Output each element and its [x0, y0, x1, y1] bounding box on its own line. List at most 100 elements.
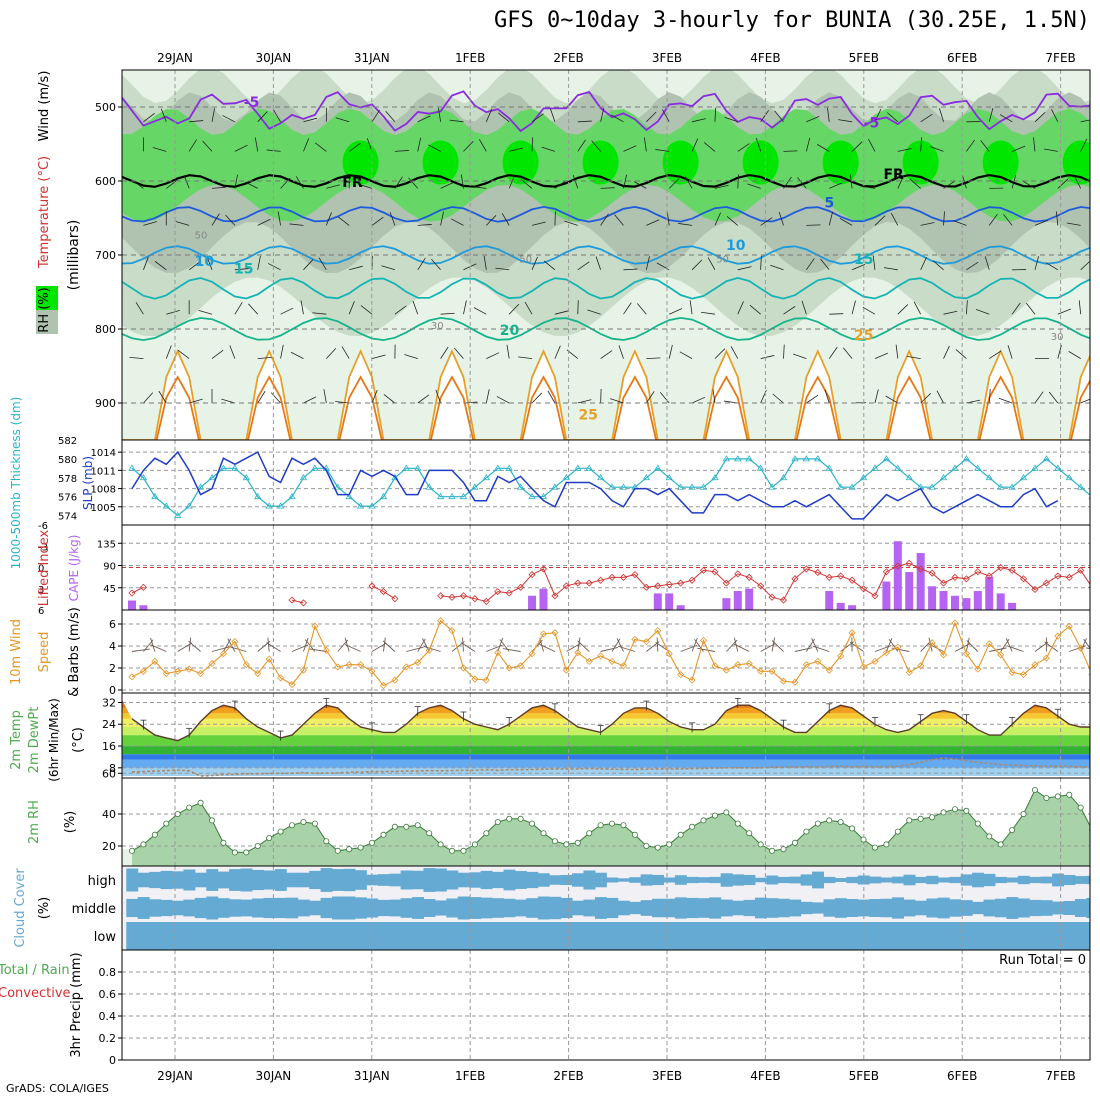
cloud-level-label: high [88, 874, 116, 889]
rh-point [586, 830, 593, 837]
rh-label: 50 [716, 254, 729, 265]
cloud-level-label: middle [72, 902, 116, 917]
wind-speed-point [551, 629, 559, 637]
wind-barb [895, 344, 899, 359]
lifted-index-point [585, 579, 593, 587]
rh-point [643, 843, 650, 850]
thickness-point [391, 474, 399, 481]
wind-barb [691, 259, 703, 271]
cloud-cell [640, 900, 653, 916]
cape-bar [973, 591, 982, 610]
wind-barb [1055, 211, 1059, 226]
wind-barb [737, 301, 744, 315]
rh-core [902, 140, 939, 185]
wind-barb [806, 394, 819, 404]
cloud-cell [343, 896, 356, 920]
cloud-cell [800, 922, 813, 950]
thickness-point [585, 464, 593, 471]
wind-barb [486, 215, 497, 226]
cloud-cell [492, 922, 504, 950]
rh-point [757, 841, 764, 848]
wind-barb [600, 187, 615, 189]
cloud-cell [286, 897, 299, 919]
cloud-cell [869, 899, 882, 917]
cape-bar [916, 553, 925, 610]
wind-barb [1051, 109, 1059, 122]
rh-point [1054, 793, 1061, 800]
wind-speed-point [619, 662, 628, 670]
wind-barb [531, 256, 538, 270]
wind-speed-point [1077, 644, 1085, 652]
rh-point [837, 819, 844, 826]
temp-tick-label: 16 [102, 740, 116, 753]
wind-barb [851, 300, 856, 315]
rh-point [929, 814, 936, 821]
isotherm-label: 15 [234, 262, 253, 278]
cape-bar [939, 591, 948, 610]
surface-wind-barb [383, 637, 386, 652]
temp-tick-label: 24 [102, 718, 116, 731]
wind-barb [303, 138, 310, 152]
wind-barb [404, 354, 418, 359]
cape-panel [122, 525, 1090, 610]
wind-barb [417, 137, 422, 152]
surface-wind-barb [502, 648, 521, 652]
thickness-point [871, 464, 879, 471]
cloud-cell [503, 869, 516, 891]
rh-point [677, 831, 684, 838]
wind-barb [234, 174, 238, 189]
surface-wind-barb [150, 637, 156, 652]
thickness-point [1031, 464, 1039, 471]
temp-panel [122, 693, 1090, 778]
cloud-cell [800, 874, 813, 886]
wind-barb [531, 392, 543, 404]
cloud-level-label: low [94, 930, 117, 945]
cape-bar [1008, 602, 1017, 610]
thickness-point [574, 464, 582, 471]
cloud-cell [126, 898, 139, 918]
cloud-cell [526, 898, 539, 918]
wind-speed-point [608, 657, 616, 665]
cape-bar [893, 541, 902, 610]
wind-barb [988, 108, 994, 122]
cloud-cell [572, 900, 584, 916]
rh-point [151, 831, 158, 838]
lifted-index-point [631, 571, 639, 579]
wind-speed-point [905, 668, 913, 676]
cloud-cell [709, 922, 722, 950]
wind-barb [417, 115, 431, 123]
isotherm-label: 10 [195, 254, 215, 270]
wind-barb [1066, 222, 1081, 226]
cape-bar [676, 605, 685, 610]
wind-barb [714, 184, 729, 189]
thickness-point [905, 474, 913, 481]
cloud-cell [309, 900, 322, 916]
thickness-point [894, 464, 902, 471]
surface-wind-barb [382, 640, 396, 652]
cloud-cell [1086, 922, 1090, 950]
wind-barb [644, 137, 647, 152]
surface-wind-barb [616, 638, 624, 652]
precip-panel [122, 950, 1090, 1060]
wind-speed-point [654, 627, 662, 635]
rh-point [323, 838, 330, 845]
li-tick-label: 6 [38, 606, 44, 617]
wind-barb [143, 392, 154, 404]
wind-barb [920, 222, 935, 226]
wind-speed-line [131, 619, 1090, 687]
cloud-cell [354, 897, 367, 919]
wind-barb [943, 310, 958, 315]
rh-point [963, 807, 970, 814]
surface-wind-barb [771, 640, 784, 652]
wind-barb [531, 221, 546, 226]
wind-speed-point [1031, 661, 1039, 669]
wind-barb [366, 138, 373, 152]
li-tick-label: 0 [38, 564, 44, 575]
thickness-point [265, 502, 273, 509]
cape-bar [950, 595, 959, 610]
cloud-cell [743, 922, 756, 950]
cloud-cell [994, 876, 1007, 884]
cloud-cell [160, 922, 173, 950]
wind-speed-point [288, 680, 296, 689]
